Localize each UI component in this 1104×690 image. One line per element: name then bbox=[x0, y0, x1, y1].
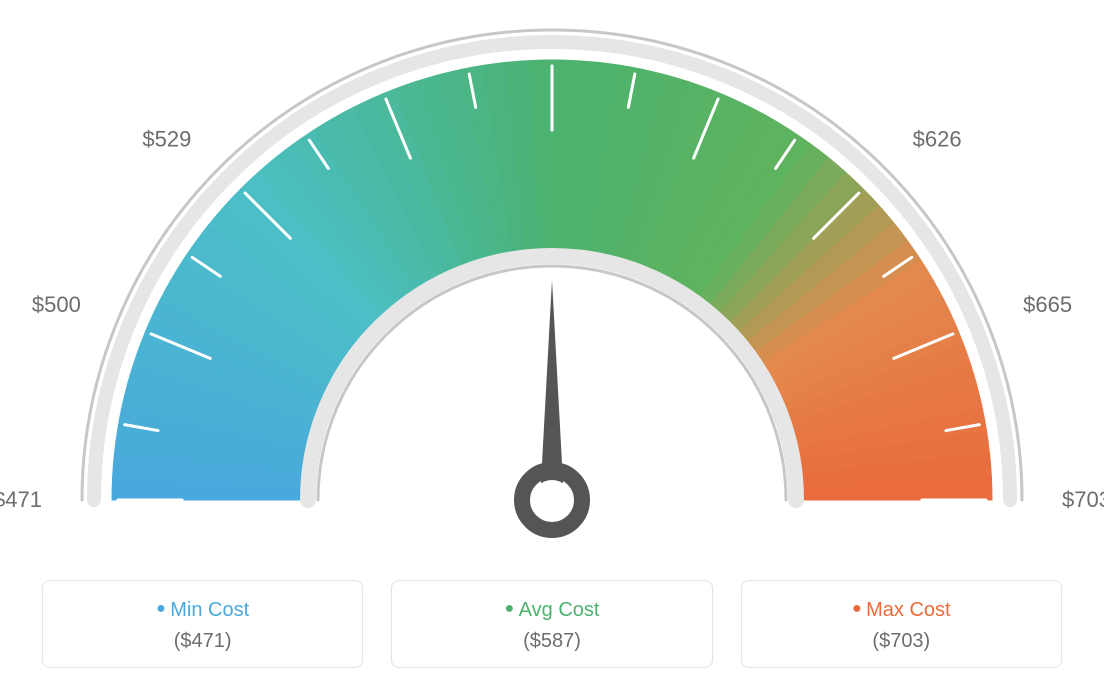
tick-label: $500 bbox=[32, 292, 81, 317]
tick-label: $703 bbox=[1062, 487, 1104, 512]
legend-card-avg: Avg Cost ($587) bbox=[391, 580, 712, 668]
tick-label: $587 bbox=[528, 0, 577, 2]
gauge-svg: $471 $500 $529 $587 $626 $665 $703 bbox=[0, 0, 1104, 560]
tick-label: $626 bbox=[913, 126, 962, 151]
tick-label: $665 bbox=[1023, 292, 1072, 317]
legend-max-label: Max Cost bbox=[752, 599, 1051, 622]
legend-card-max: Max Cost ($703) bbox=[741, 580, 1062, 668]
tick-label: $471 bbox=[0, 487, 42, 512]
legend-card-min: Min Cost ($471) bbox=[42, 580, 363, 668]
legend-avg-value: ($587) bbox=[402, 630, 701, 653]
tick-label: $529 bbox=[142, 126, 191, 151]
gauge-chart: $471 $500 $529 $587 $626 $665 $703 bbox=[0, 0, 1104, 560]
legend-max-value: ($703) bbox=[752, 630, 1051, 653]
legend-min-value: ($471) bbox=[53, 630, 352, 653]
legend-avg-label: Avg Cost bbox=[402, 599, 701, 622]
legend-min-label: Min Cost bbox=[53, 599, 352, 622]
legend-row: Min Cost ($471) Avg Cost ($587) Max Cost… bbox=[42, 580, 1062, 668]
needle-hub-hole bbox=[532, 480, 572, 520]
